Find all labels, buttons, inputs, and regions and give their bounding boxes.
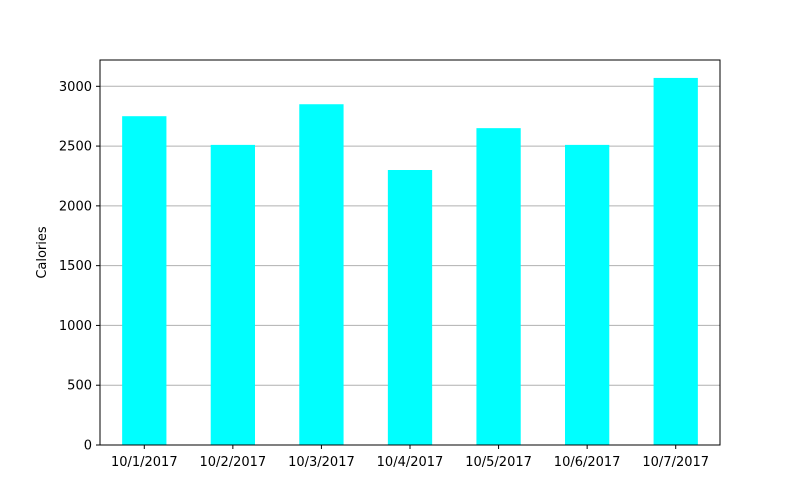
x-tick-label: 10/4/2017 [377, 455, 444, 470]
y-tick-label: 2000 [59, 199, 92, 214]
bar [565, 144, 610, 446]
bar [299, 104, 344, 445]
bar [476, 128, 521, 446]
y-tick-label: 1500 [59, 259, 92, 274]
y-axis-label: Calories [35, 226, 50, 279]
bar [122, 116, 167, 446]
x-tick-label: 10/7/2017 [642, 455, 709, 470]
bars [122, 77, 698, 446]
bar [210, 144, 255, 446]
y-tick-label: 3000 [59, 80, 92, 95]
x-tick-label: 10/1/2017 [111, 455, 178, 470]
x-axis-ticks: 10/1/2017 10/2/2017 10/3/2017 10/4/2017 10/5… [111, 445, 709, 470]
y-tick-label: 1000 [59, 319, 92, 334]
y-tick-label: 2500 [59, 140, 92, 155]
y-tick-label: 500 [67, 379, 92, 394]
x-tick-label: 10/3/2017 [288, 455, 355, 470]
bar [387, 170, 433, 445]
x-tick-label: 10/2/2017 [200, 455, 267, 470]
bar [653, 77, 698, 445]
x-tick-label: 10/6/2017 [554, 455, 621, 470]
y-tick-label: 0 [84, 439, 92, 454]
y-axis-ticks: 0 500 1000 1500 2000 2500 3000 [59, 80, 100, 454]
x-tick-label: 10/5/2017 [465, 455, 532, 470]
